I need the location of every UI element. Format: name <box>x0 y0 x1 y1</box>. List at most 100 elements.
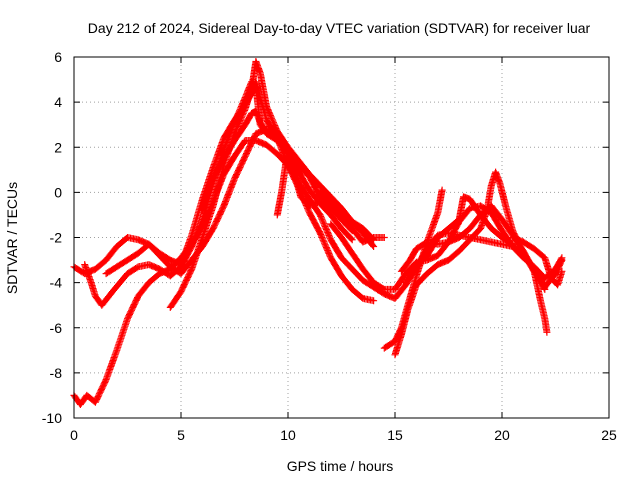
data-point <box>469 227 471 230</box>
data-point <box>437 236 439 239</box>
data-point <box>319 232 321 234</box>
data-point <box>158 272 161 275</box>
data-point <box>297 164 300 167</box>
data-point <box>255 60 257 63</box>
data-point <box>458 250 461 252</box>
data-point <box>223 205 225 207</box>
data-point <box>362 279 364 282</box>
data-point <box>469 239 471 241</box>
data-point <box>426 254 428 257</box>
data-point <box>441 189 443 191</box>
series-track-13 <box>402 193 517 287</box>
data-point <box>233 139 236 142</box>
data-point <box>308 198 311 200</box>
data-point <box>308 175 311 178</box>
data-point <box>265 130 268 133</box>
data-point <box>255 132 257 135</box>
data-point <box>362 227 364 230</box>
data-point <box>362 241 364 243</box>
data-point <box>280 191 283 194</box>
data-point <box>415 248 418 250</box>
data-point <box>137 266 139 268</box>
data-point <box>300 196 302 198</box>
y-tick-label: -6 <box>50 320 63 336</box>
y-tick-label: -10 <box>42 410 62 426</box>
data-point <box>126 236 129 239</box>
data-point <box>409 259 411 261</box>
data-point <box>490 227 493 230</box>
data-point <box>383 347 386 349</box>
data-point <box>501 229 503 232</box>
data-point <box>458 218 461 221</box>
data-point <box>372 299 375 302</box>
data-point <box>287 148 289 151</box>
x-axis-label: GPS time / hours <box>287 458 394 474</box>
data-point <box>490 184 493 187</box>
data-point <box>169 275 172 277</box>
data-point <box>479 205 482 207</box>
y-tick-label: 2 <box>54 139 62 155</box>
data-point <box>330 196 332 198</box>
data-point <box>437 254 439 257</box>
data-point <box>94 295 97 298</box>
data-point <box>340 211 343 214</box>
data-point <box>265 144 268 146</box>
data-point <box>276 214 279 216</box>
y-tick-label: -4 <box>50 275 63 291</box>
data-point <box>126 317 129 320</box>
data-point <box>400 270 403 273</box>
data-point <box>330 239 332 241</box>
x-tick-label: 20 <box>494 427 510 443</box>
data-point <box>105 378 107 381</box>
data-point <box>372 245 375 248</box>
data-point <box>101 304 103 307</box>
data-point <box>180 290 182 293</box>
data-point <box>94 401 97 404</box>
data-point <box>554 268 557 270</box>
data-point <box>244 123 246 126</box>
data-point <box>319 214 321 216</box>
data-point <box>169 266 172 268</box>
data-point <box>400 333 403 336</box>
data-point <box>148 263 150 266</box>
data-point <box>340 207 343 209</box>
data-point <box>116 245 118 248</box>
data-point <box>201 218 204 221</box>
data-point <box>330 257 332 259</box>
x-tick-label: 0 <box>70 427 78 443</box>
data-point <box>351 239 354 241</box>
data-point <box>105 259 107 261</box>
data-point <box>116 349 118 352</box>
data-point <box>293 173 296 176</box>
data-point <box>137 239 139 241</box>
y-tick-label: -8 <box>50 365 63 381</box>
data-point <box>330 214 332 216</box>
data-point <box>223 157 225 160</box>
data-point <box>90 281 92 284</box>
axis-ticks: 0 5 10 15 20 25 -10 -8 -6 -4 -2 0 2 4 6 <box>42 49 617 443</box>
data-point <box>308 205 311 207</box>
data-point <box>255 81 257 83</box>
data-point <box>447 259 450 261</box>
data-point <box>362 297 364 300</box>
data-points <box>70 58 566 408</box>
data-point <box>330 200 332 203</box>
data-point <box>372 286 375 288</box>
data-point <box>244 103 246 106</box>
data-point <box>550 277 552 279</box>
data-point <box>79 403 82 406</box>
data-point <box>340 236 343 239</box>
data-point <box>180 263 182 266</box>
data-point <box>522 250 525 252</box>
data-point <box>539 279 542 282</box>
series-track-14 <box>509 234 566 289</box>
data-point <box>437 211 439 214</box>
y-tick-label: -2 <box>50 230 63 246</box>
data-point <box>544 257 546 259</box>
x-tick-label: 15 <box>387 427 403 443</box>
data-point <box>511 243 514 246</box>
series-track-8 <box>316 188 388 246</box>
data-point <box>372 236 375 239</box>
y-tick-label: 6 <box>54 49 62 65</box>
data-point <box>556 284 559 286</box>
